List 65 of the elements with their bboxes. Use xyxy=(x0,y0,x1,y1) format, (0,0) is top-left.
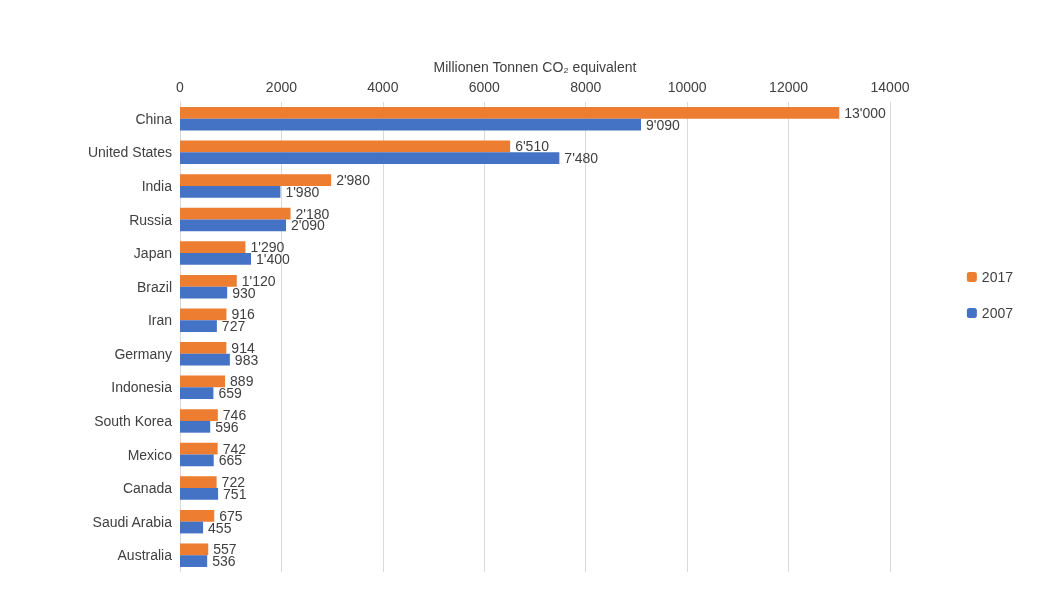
x-tick-label: 6000 xyxy=(468,79,501,95)
y-tick-label: Indonesia xyxy=(111,379,173,396)
y-tick-label: Saudi Arabia xyxy=(92,513,173,530)
legend-label: 2007 xyxy=(981,305,1014,321)
x-tick-label: 0 xyxy=(176,79,185,95)
y-tick-label: Iran xyxy=(147,312,172,329)
y-tick-label: India xyxy=(141,177,173,194)
bar xyxy=(180,420,211,433)
bar xyxy=(180,476,217,489)
bar xyxy=(180,152,560,165)
bar xyxy=(180,375,226,388)
bar xyxy=(180,107,840,119)
bar xyxy=(180,207,291,220)
data-label: 2'980 xyxy=(336,172,371,189)
legend-label: 2017 xyxy=(981,269,1014,285)
data-label: 536 xyxy=(212,553,236,570)
bar xyxy=(180,320,217,332)
x-tick-label: 12000 xyxy=(769,79,809,95)
bar xyxy=(180,118,641,131)
bar xyxy=(180,488,219,500)
x-tick-label: 14000 xyxy=(870,79,910,95)
bar xyxy=(180,286,228,299)
bar xyxy=(180,543,209,556)
y-tick-label: Canada xyxy=(122,480,173,497)
y-tick-label: Germany xyxy=(114,345,172,362)
x-tick-label: 10000 xyxy=(667,79,707,95)
data-label: 914 xyxy=(231,339,255,356)
bar xyxy=(180,241,246,254)
bar xyxy=(180,342,227,354)
data-label: 659 xyxy=(218,385,242,402)
x-tick-label: 4000 xyxy=(367,79,399,95)
bar xyxy=(180,409,218,421)
data-label: 6'510 xyxy=(515,138,550,155)
y-tick-label: Mexico xyxy=(127,446,173,463)
bar xyxy=(180,555,208,567)
data-label: 1'120 xyxy=(241,272,276,289)
y-tick-label: Australia xyxy=(117,547,173,564)
bar xyxy=(180,174,332,186)
bar xyxy=(180,353,230,366)
data-label: 9'090 xyxy=(645,116,681,133)
bar xyxy=(180,253,251,265)
data-label: 727 xyxy=(221,318,246,335)
bar xyxy=(180,274,237,287)
y-tick-label: Japan xyxy=(133,245,172,262)
bar xyxy=(180,387,214,400)
data-label: 7'480 xyxy=(564,150,599,167)
y-tick-label: Brazil xyxy=(136,278,172,295)
bar xyxy=(180,185,281,198)
bar xyxy=(180,454,214,467)
bar xyxy=(180,140,511,153)
y-tick-label: United States xyxy=(87,144,172,161)
bar xyxy=(180,442,218,455)
bar xyxy=(180,219,286,232)
bar xyxy=(180,521,204,534)
bar xyxy=(180,308,227,321)
y-tick-label: Russia xyxy=(129,211,173,228)
data-label: 1'980 xyxy=(285,183,320,200)
data-label: 675 xyxy=(219,507,243,524)
x-tick-label: 2000 xyxy=(265,79,298,95)
y-tick-label: South Korea xyxy=(94,412,173,429)
x-tick-label: 8000 xyxy=(570,79,602,95)
bar xyxy=(180,509,215,522)
x-axis-title: Millionen Tonnen CO₂ equivalent xyxy=(433,59,637,75)
y-tick-label: China xyxy=(135,110,173,127)
data-label: 13'000 xyxy=(844,104,887,121)
